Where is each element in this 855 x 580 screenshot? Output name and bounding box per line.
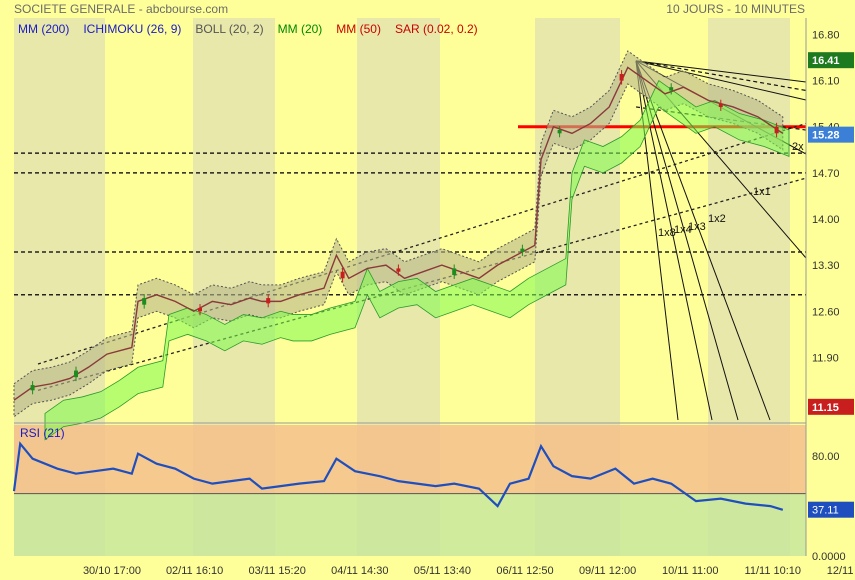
candle xyxy=(30,385,35,391)
x-tick-label: 02/11 16:10 xyxy=(166,565,223,577)
rsi-tick-label: 0.0000 xyxy=(812,551,846,563)
y-tick-label: 16.80 xyxy=(812,29,840,41)
y-tick-label: 16.10 xyxy=(812,76,840,88)
gann-fan-line xyxy=(635,60,807,101)
candle xyxy=(74,370,78,378)
legend-item: SAR (0.02, 0.2) xyxy=(395,22,478,36)
price-line xyxy=(13,66,784,401)
rsi-oversold-zone xyxy=(14,493,806,556)
candle xyxy=(198,307,202,312)
period-label: 10 JOURS - 10 MINUTES xyxy=(666,2,805,16)
x-tick-label: 03/11 15:20 xyxy=(249,565,306,577)
y-tick-label: 13.30 xyxy=(812,260,840,272)
trend-line-upper xyxy=(37,122,807,365)
candle xyxy=(520,248,525,252)
x-tick-label: 10/11 11:00 xyxy=(662,565,718,577)
candle xyxy=(619,74,624,81)
fan-label: 1x1 xyxy=(753,186,771,198)
candle xyxy=(396,268,401,272)
legend-item: MM (50) xyxy=(336,22,381,36)
gann-fan-line xyxy=(635,60,771,421)
legend-item: ICHIMOKU (26, 9) xyxy=(83,22,181,36)
rsi-value-label: 37.11 xyxy=(812,505,839,517)
legend-item: MM (200) xyxy=(18,22,69,36)
candle xyxy=(452,268,457,276)
candle xyxy=(718,103,723,107)
legend-item: BOLL (20, 2) xyxy=(195,22,263,36)
chart-title: SOCIETE GENERALE - abcbourse.com xyxy=(14,2,228,16)
candle xyxy=(669,87,674,91)
y-tick-label: 14.00 xyxy=(812,214,840,226)
legend-item: MM (20) xyxy=(278,22,323,36)
fan-label: 1x2 xyxy=(708,213,726,225)
rsi-line xyxy=(12,441,784,511)
rsi-title: RSI (21) xyxy=(20,426,65,440)
x-tick-label: 12/11 09:20 xyxy=(827,565,855,577)
candle xyxy=(142,298,147,305)
y-tick-label: 11.90 xyxy=(812,352,839,364)
channel-line xyxy=(635,60,807,92)
gann-fan-line xyxy=(635,60,807,83)
x-tick-label: 04/11 14:30 xyxy=(331,565,388,577)
price-tag xyxy=(808,398,854,415)
price-tag-label: 16.41 xyxy=(812,55,840,67)
fan-label: 2x xyxy=(792,141,804,153)
price-tag-label: 11.15 xyxy=(812,402,839,414)
x-tick-label: 11/11 10:10 xyxy=(745,565,801,577)
fan-label: 1x3 xyxy=(688,221,706,233)
rsi-tick-label: 80.00 xyxy=(812,451,840,463)
x-tick-label: 30/10 17:00 xyxy=(83,565,141,577)
candle xyxy=(557,130,562,134)
gann-fan-line xyxy=(635,60,739,421)
y-tick-label: 14.70 xyxy=(812,168,840,180)
price-tag xyxy=(808,126,854,143)
fan-label: 1x8 xyxy=(658,227,676,239)
candle xyxy=(266,298,271,304)
price-tag-label: 15.28 xyxy=(812,130,840,142)
x-tick-label: 06/11 12:50 xyxy=(496,565,553,577)
candle xyxy=(340,271,345,279)
y-tick-label: 12.60 xyxy=(812,306,840,318)
rsi-value-tag xyxy=(808,501,854,518)
x-tick-label: 09/11 12:00 xyxy=(579,565,636,577)
price-tag xyxy=(808,52,854,69)
ichimoku-cloud xyxy=(44,80,790,441)
x-tick-label: 05/11 13:40 xyxy=(414,565,471,577)
fan-label: 1x4 xyxy=(674,224,692,236)
candle xyxy=(774,126,779,134)
